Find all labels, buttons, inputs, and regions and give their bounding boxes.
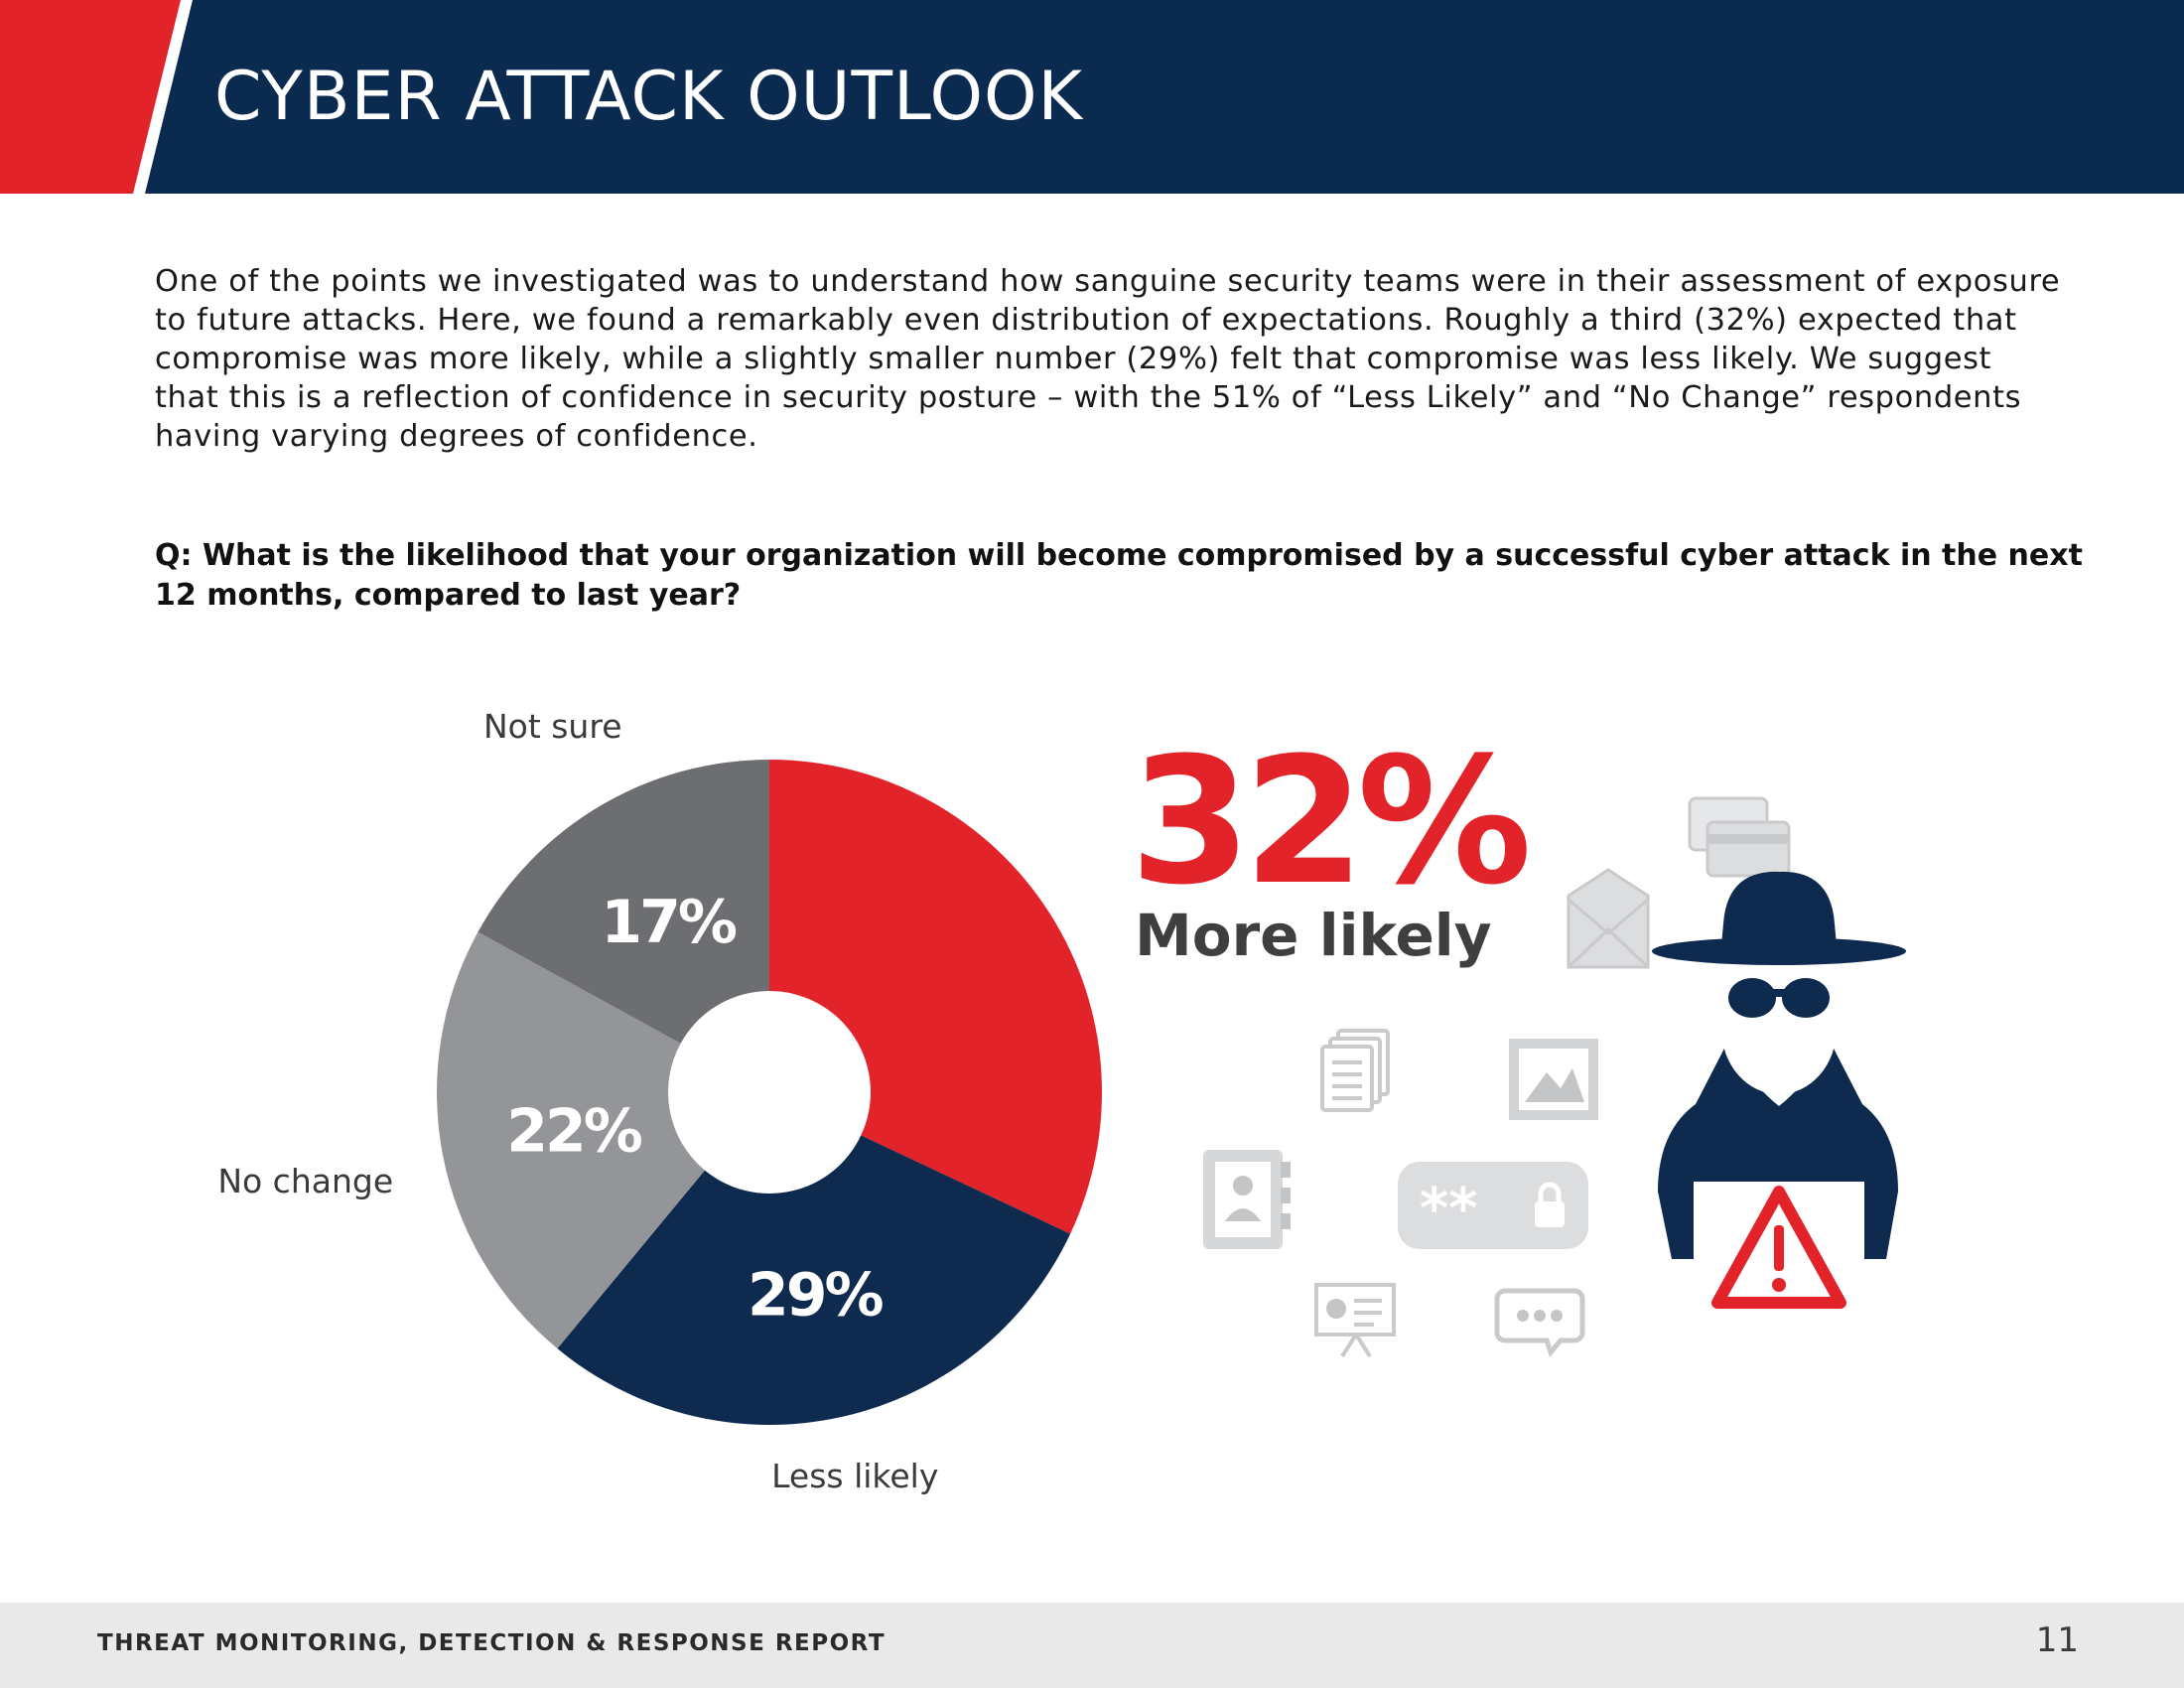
svg-text:**: ** [1420,1177,1478,1241]
documents-icon [1320,1029,1390,1112]
password-icon: ** [1398,1162,1588,1249]
page-number: 11 [2035,1620,2079,1660]
donut-chart: 29% 22% 17% Less likely No change Not sure [217,707,1102,1495]
credit-card-icon [1688,796,1791,878]
donut-slice-more-likely [769,760,1102,1234]
header-background [0,0,2184,194]
slice-value-label: 29% [748,1261,883,1331]
chat-icon [1494,1288,1585,1358]
envelope-icon [1567,868,1650,969]
donut-slice-less-likely [557,1135,1071,1425]
header-banner: CYBER ATTACK OUTLOOK [0,0,2184,194]
hacker-illustration: ** [1203,796,1906,1358]
survey-question: Q: What is the likelihood that your orga… [155,538,2083,613]
slice-category-label: Less likely [771,1457,938,1495]
footer-report-title: THREAT MONITORING, DETECTION & RESPONSE … [97,1630,887,1656]
header-red-accent [0,0,181,194]
header-navy-band [145,0,2184,194]
warning-icon [1711,1186,1846,1309]
callout-value: 32% [1130,720,1532,923]
donut-slice-not-sure [478,760,769,1044]
image-icon [1509,1039,1598,1120]
intro-paragraph: One of the points we investigated was to… [155,264,2061,454]
slice-category-label: No change [217,1162,393,1200]
callout-label: More likely [1135,902,1492,969]
slice-category-label: Not sure [483,707,622,746]
slice-value-label: 22% [506,1097,641,1167]
contact-book-icon [1203,1150,1291,1249]
presentation-icon [1314,1283,1396,1358]
slice-value-label: 17% [601,888,736,957]
page-title: CYBER ATTACK OUTLOOK [214,58,1084,136]
donut-slice-no-change [437,931,705,1349]
footer-bar: THREAT MONITORING, DETECTION & RESPONSE … [0,1603,2184,1688]
